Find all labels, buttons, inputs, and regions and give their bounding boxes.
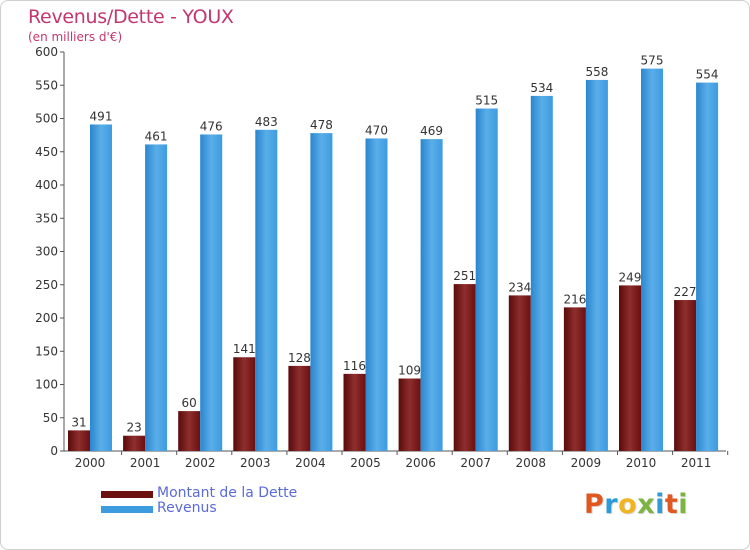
- y-tick-label: 550: [35, 78, 58, 92]
- y-tick-label: 0: [50, 444, 58, 458]
- chart-bars: [68, 68, 719, 452]
- bar-revenus: [255, 129, 278, 451]
- y-tick-label: 100: [35, 378, 58, 392]
- x-tick-label: 2001: [130, 456, 161, 470]
- data-label-revenus: 575: [641, 54, 664, 68]
- data-label-revenus: 461: [145, 129, 168, 143]
- x-tick-label: 2008: [516, 456, 547, 470]
- data-label-dette: 31: [71, 415, 86, 429]
- bar-revenus: [420, 139, 443, 452]
- bar-dette: [123, 435, 146, 451]
- logo-letter: i: [655, 489, 665, 520]
- legend-label-revenus: Revenus: [157, 500, 217, 516]
- data-label-dette: 249: [619, 270, 642, 284]
- data-label-revenus: 558: [585, 65, 608, 79]
- bar-dette: [453, 284, 476, 451]
- data-label-revenus: 470: [365, 123, 388, 137]
- legend-label-dette: Montant de la Dette: [157, 485, 298, 501]
- data-label-dette: 227: [674, 285, 697, 299]
- data-label-dette: 60: [182, 396, 197, 410]
- bar-dette: [343, 373, 366, 451]
- bar-dette: [563, 307, 586, 451]
- data-label-revenus: 478: [310, 118, 333, 132]
- y-tick-label: 350: [35, 211, 58, 225]
- data-label-revenus: 554: [696, 68, 719, 82]
- bar-dette: [178, 411, 201, 451]
- y-tick-label: 250: [35, 278, 58, 292]
- logo-letter: i: [678, 489, 689, 520]
- bar-dette: [398, 378, 421, 451]
- bar-revenus: [145, 144, 168, 451]
- data-label-revenus: 491: [90, 109, 113, 123]
- logo-letter: x: [637, 489, 656, 520]
- chart-title: Revenus/Dette - YOUX: [28, 6, 234, 28]
- logo-letter: o: [618, 489, 638, 520]
- bar-dette: [508, 295, 531, 451]
- bar-dette: [674, 300, 697, 451]
- data-label-revenus: 483: [255, 115, 278, 129]
- chart-subtitle: (en milliers d'€): [28, 30, 123, 44]
- y-tick-label: 150: [35, 344, 58, 358]
- data-label-dette: 234: [508, 280, 531, 294]
- x-tick-label: 2004: [295, 456, 326, 470]
- data-label-dette: 128: [288, 351, 311, 365]
- bar-revenus: [641, 68, 663, 451]
- bar-revenus: [310, 133, 333, 451]
- x-tick-label: 2003: [240, 456, 271, 470]
- data-label-dette: 109: [398, 364, 421, 378]
- logo-letter: P: [584, 489, 605, 520]
- bar-dette: [233, 357, 256, 451]
- y-tick-label: 500: [35, 112, 58, 126]
- data-label-revenus: 469: [420, 124, 443, 138]
- bar-revenus: [365, 138, 388, 451]
- y-tick-label: 600: [35, 45, 58, 59]
- data-label-dette: 116: [343, 359, 366, 373]
- x-tick-label: 2011: [681, 456, 712, 470]
- bar-revenus: [200, 134, 223, 451]
- bar-revenus: [530, 95, 553, 451]
- y-tick-label: 300: [35, 245, 58, 259]
- y-tick-label: 50: [43, 411, 58, 425]
- bar-dette: [619, 285, 641, 451]
- bar-revenus: [475, 108, 498, 452]
- proxiti-logo: Proxiti: [584, 489, 688, 520]
- y-tick-label: 200: [35, 311, 58, 325]
- logo-letter: r: [604, 489, 619, 520]
- bar-dette: [288, 365, 311, 451]
- data-label-revenus: 476: [200, 119, 223, 133]
- logo-letter: t: [664, 489, 679, 520]
- bar-revenus: [585, 79, 608, 452]
- chart-axes: 0 50 100 150 200 250 300 350 400 450 500 550 600 2000…: [35, 45, 729, 470]
- bar-dette: [68, 430, 90, 451]
- x-tick-label: 2006: [405, 456, 436, 470]
- bar-revenus: [90, 124, 112, 452]
- x-tick-label: 2002: [185, 456, 216, 470]
- legend-swatch-revenus: [101, 506, 153, 513]
- y-tick-label: 400: [35, 178, 58, 192]
- x-tick-label: 2009: [571, 456, 602, 470]
- legend-swatch-dette: [101, 491, 153, 498]
- data-label-dette: 251: [453, 269, 476, 283]
- data-label-revenus: 515: [475, 94, 498, 108]
- data-label-dette: 23: [126, 421, 141, 435]
- bar-revenus: [696, 82, 719, 451]
- x-tick-label: 2010: [626, 456, 657, 470]
- x-tick-label: 2005: [350, 456, 381, 470]
- x-tick-label: 2007: [460, 456, 491, 470]
- data-label-revenus: 534: [530, 81, 553, 95]
- chart-data-labels: 31 491 23 461 60 476 141 483 128 478 116 470 109 469 2…: [71, 54, 718, 435]
- x-tick-label: 2000: [75, 456, 106, 470]
- y-tick-label: 450: [35, 145, 58, 159]
- data-label-dette: 216: [563, 292, 586, 306]
- data-label-dette: 141: [233, 342, 256, 356]
